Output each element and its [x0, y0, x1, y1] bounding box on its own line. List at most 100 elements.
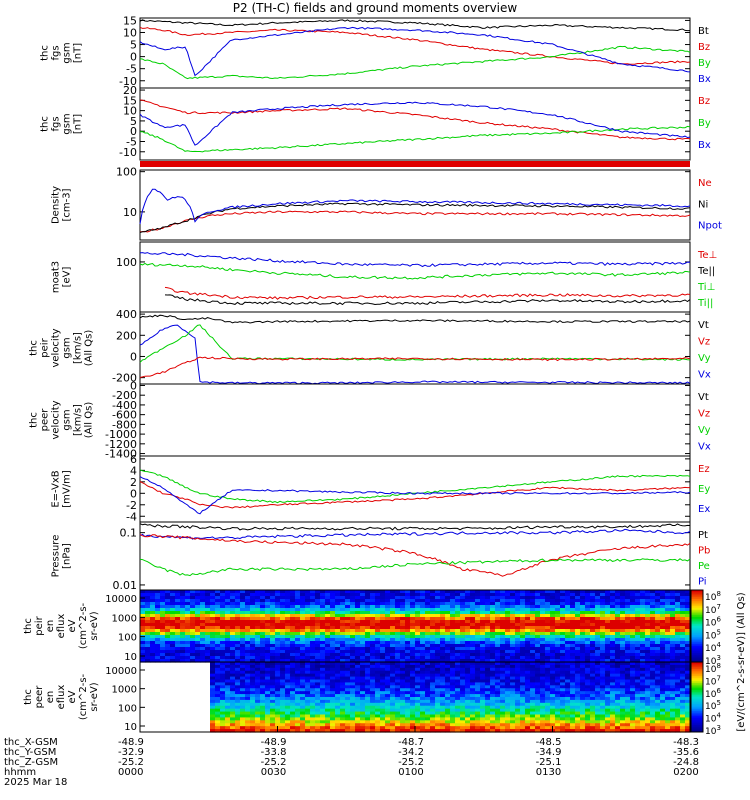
spectrogram-cell	[495, 596, 501, 600]
spectrogram-cell	[485, 611, 491, 615]
spectrogram-cell	[410, 699, 416, 704]
spectrogram-cell	[340, 679, 346, 684]
spectrogram-cell	[505, 659, 511, 663]
spectrogram-cell	[610, 662, 616, 666]
spectrogram-cell	[400, 635, 406, 639]
spectrogram-cell	[460, 685, 466, 689]
spectrogram-cell	[450, 720, 456, 724]
spectrogram-cell	[630, 679, 636, 684]
spectrogram-cell	[240, 605, 246, 609]
series-Ti⊥	[139, 252, 691, 268]
spectrogram-cell	[485, 720, 491, 724]
spectrogram-cell	[170, 647, 176, 651]
spectrogram-cell	[480, 662, 486, 666]
spectrogram-cell	[280, 638, 286, 642]
spectrogram-cell	[320, 659, 326, 663]
spectrogram-cell	[665, 638, 671, 642]
spectrogram-cell	[265, 664, 271, 669]
spectrogram-cell	[280, 620, 286, 624]
spectrogram-cell	[140, 593, 146, 597]
spectrogram-cell	[295, 647, 301, 651]
spectrogram-cell	[210, 635, 216, 639]
spectrogram-cell	[510, 632, 516, 636]
spectrogram-cell	[295, 711, 301, 716]
spectrogram-cell	[285, 638, 291, 642]
spectrogram-cell	[680, 659, 686, 663]
spectrogram-cell	[445, 626, 451, 630]
spectrogram-cell	[540, 685, 546, 689]
spectrogram-cell	[365, 650, 371, 654]
spectrogram-cell	[290, 688, 296, 692]
spectrogram-cell	[345, 659, 351, 663]
spectrogram-cell	[575, 647, 581, 651]
spectrogram-cell	[230, 608, 236, 612]
spectrogram-cell	[340, 673, 346, 678]
spectrogram-cell	[340, 596, 346, 600]
spectrogram-cell	[405, 626, 411, 630]
spectrogram-cell	[450, 593, 456, 597]
spectrogram-cell	[470, 635, 476, 639]
y-tick-label: 5	[130, 115, 137, 128]
spectrogram-cell	[540, 682, 546, 686]
spectrogram-cell	[585, 685, 591, 689]
spectrogram-cell	[230, 647, 236, 651]
spectrogram-cell	[600, 711, 606, 716]
spectrogram-cell	[465, 720, 471, 724]
spectrogram-cell	[305, 635, 311, 639]
spectrogram-cell	[480, 620, 486, 624]
spectrogram-cell	[560, 711, 566, 716]
spectrogram-cell	[585, 635, 591, 639]
spectrogram-cell	[510, 638, 516, 642]
spectrogram-cell	[450, 664, 456, 669]
spectrogram-cell	[645, 620, 651, 624]
spectrogram-cell	[610, 623, 616, 627]
spectrogram-cell	[220, 602, 226, 606]
spectrogram-cell	[400, 623, 406, 627]
spectrogram-cell	[215, 620, 221, 624]
spectrogram-cell	[380, 667, 386, 672]
spectrogram-cell	[460, 699, 466, 704]
spectrogram-cell	[525, 641, 531, 645]
spectrogram-cell	[400, 632, 406, 636]
spectrogram-cell	[180, 620, 186, 624]
spectrogram-cell	[160, 644, 166, 648]
spectrogram-cell	[590, 659, 596, 663]
spectrogram-cell	[530, 653, 536, 657]
spectrogram-cell	[625, 670, 631, 675]
spectrogram-cell	[540, 629, 546, 633]
spectrogram-cell	[345, 670, 351, 675]
spectrogram-cell	[400, 590, 406, 594]
spectrogram-cell	[490, 596, 496, 600]
colorbar-cell	[691, 609, 703, 613]
spectrogram-cell	[660, 623, 666, 627]
spectrogram-cell	[230, 623, 236, 627]
spectrogram-cell	[585, 656, 591, 660]
spectrogram-cell	[230, 673, 236, 678]
spectrogram-cell	[175, 626, 181, 630]
spectrogram-cell	[330, 611, 336, 615]
spectrogram-cell	[215, 635, 221, 639]
spectrogram-cell	[555, 602, 561, 606]
spectrogram-cell	[430, 629, 436, 633]
spectrogram-cell	[520, 593, 526, 597]
spectrogram-cell	[195, 617, 201, 621]
spectrogram-cell	[275, 605, 281, 609]
spectrogram-cell	[375, 691, 381, 695]
spectrogram-cell	[390, 711, 396, 716]
spectrogram-cell	[640, 647, 646, 651]
spectrogram-cell	[295, 650, 301, 654]
spectrogram-cell	[385, 682, 391, 686]
spectrogram-cell	[190, 590, 196, 594]
spectrogram-cell	[225, 717, 231, 721]
spectrogram-cell	[680, 626, 686, 630]
spectrogram-cell	[640, 620, 646, 624]
spectrogram-cell	[455, 629, 461, 633]
spectrogram-cell	[510, 641, 516, 645]
spectrogram-cell	[280, 714, 286, 719]
spectrogram-cell	[370, 673, 376, 678]
spectrogram-cell	[495, 676, 501, 681]
spectrogram-cell	[475, 602, 481, 606]
spectrogram-cell	[375, 697, 381, 701]
spectrogram-cell	[535, 596, 541, 600]
spectrogram-cell	[590, 629, 596, 633]
